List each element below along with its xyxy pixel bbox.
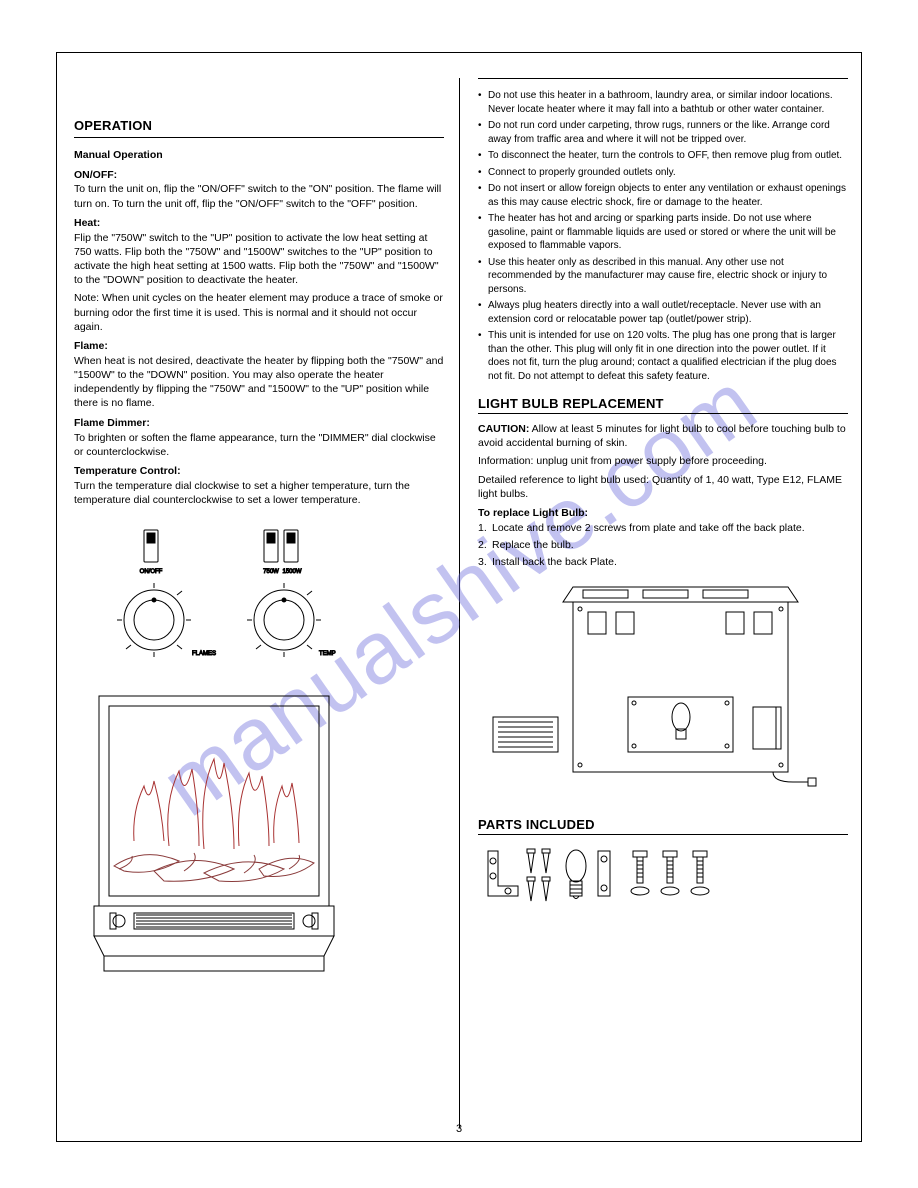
parts-rule	[478, 834, 848, 835]
list-item: The heater has hot and arcing or sparkin…	[478, 212, 848, 253]
parts-title: PARTS INCLUDED	[478, 817, 848, 832]
list-item: 1.Locate and remove 2 screws from plate …	[478, 521, 848, 535]
list-item: Do not insert or allow foreign objects t…	[478, 182, 848, 209]
list-item: To disconnect the heater, turn the contr…	[478, 149, 848, 163]
back-unit-diagram	[478, 577, 818, 797]
list-item: Always plug heaters directly into a wall…	[478, 299, 848, 326]
list-item: Do not use this heater in a bathroom, la…	[478, 89, 848, 116]
fireplace-diagram	[84, 691, 344, 981]
flame-dimmer-head: Flame Dimmer:	[74, 417, 444, 429]
list-item: Use this heater only as described in thi…	[478, 256, 848, 297]
bulb-info: Information: unplug unit from power supp…	[478, 454, 848, 468]
temp-paragraph: Turn the temperature dial clockwise to s…	[74, 479, 444, 507]
onoff-head: ON/OFF:	[74, 169, 117, 181]
right-column: Do not use this heater in a bathroom, la…	[478, 78, 848, 921]
1500w-label: 1500W	[282, 569, 301, 575]
manual-operation-subtitle: Manual Operation	[74, 148, 444, 162]
bulb-replace-head: To replace Light Bulb:	[478, 507, 848, 519]
list-item: 2.Replace the bulb.	[478, 538, 848, 552]
list-item: Do not run cord under carpeting, throw r…	[478, 119, 848, 146]
flame-paragraph: When heat is not desired, deactivate the…	[74, 354, 444, 411]
bulb-detail: Detailed reference to light bulb used: Q…	[478, 473, 848, 501]
list-item: Connect to properly grounded outlets onl…	[478, 166, 848, 180]
controls-diagram: ON/OFF 750W 1500W	[74, 525, 354, 685]
temp-dial-label: TEMP	[319, 651, 336, 657]
page-number: 3	[456, 1123, 462, 1135]
heat-paragraph: Flip the "750W" switch to the "UP" posit…	[74, 231, 444, 288]
onoff-paragraph: To turn the unit on, flip the "ON/OFF" s…	[74, 182, 444, 210]
heat-head: Heat:	[74, 217, 444, 229]
parts-diagram	[478, 841, 818, 921]
flame-dial-label: FLAMES	[192, 651, 216, 657]
list-item: This unit is intended for use on 120 vol…	[478, 329, 848, 383]
flame-head: Flame:	[74, 340, 444, 352]
left-column: OPERATION Manual Operation ON/OFF: To tu…	[74, 78, 444, 981]
flame-dimmer-paragraph: To brighten or soften the flame appearan…	[74, 431, 444, 459]
bulb-caution: CAUTION: Allow at least 5 minutes for li…	[478, 422, 848, 450]
bulb-title: LIGHT BULB REPLACEMENT	[478, 396, 848, 411]
column-divider	[459, 78, 460, 1128]
page: manualshive.com OPERATION Manual Operati…	[0, 0, 918, 1188]
warnings-list: Do not use this heater in a bathroom, la…	[478, 89, 848, 383]
list-item: 3.Install back the back Plate.	[478, 555, 848, 569]
bulb-steps: 1.Locate and remove 2 screws from plate …	[478, 521, 848, 570]
750w-label: 750W	[263, 569, 279, 575]
temp-head: Temperature Control:	[74, 465, 444, 477]
operation-title: OPERATION	[74, 118, 444, 133]
onoff-label: ON/OFF	[140, 569, 163, 575]
heat-note: Note: When unit cycles on the heater ele…	[74, 291, 444, 334]
